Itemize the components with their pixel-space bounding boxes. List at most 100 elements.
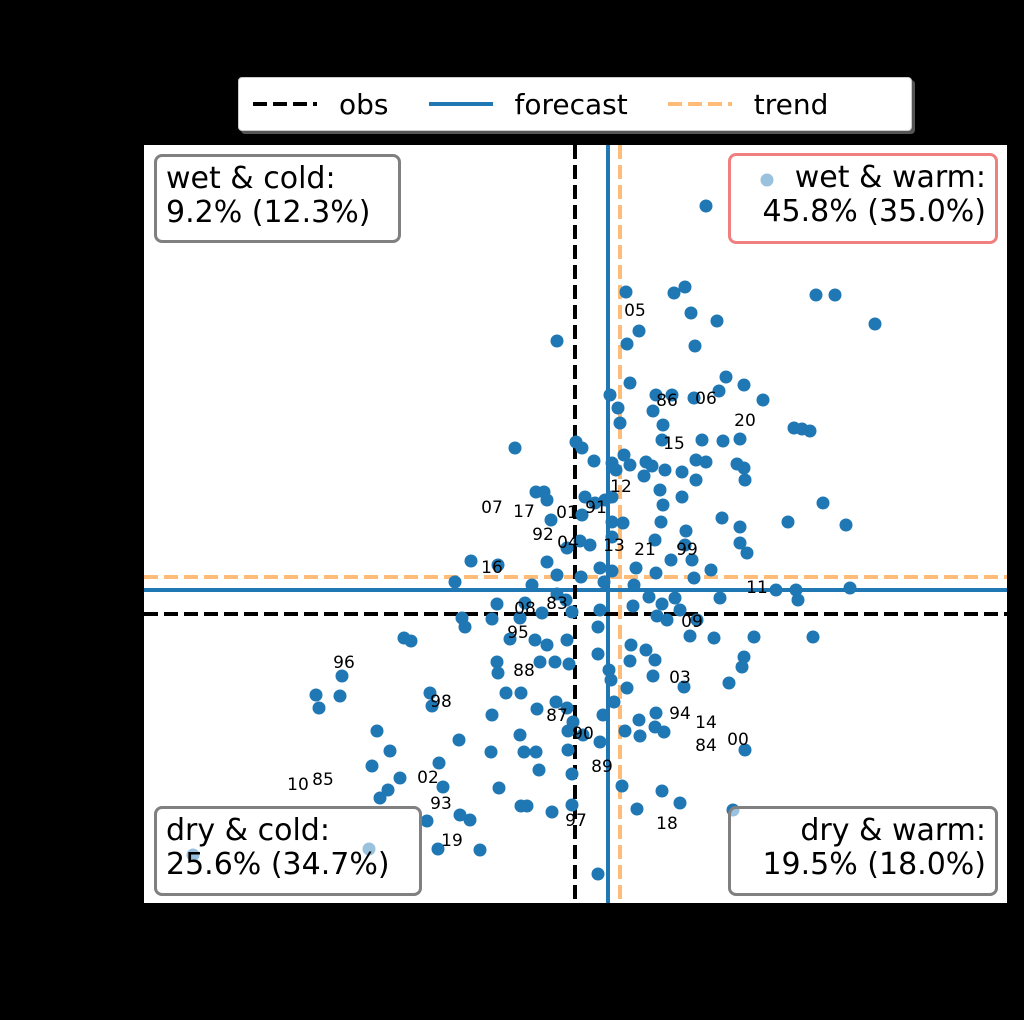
- data-point: [508, 441, 522, 455]
- data-point: [529, 745, 543, 759]
- data-point: [453, 808, 467, 822]
- data-point: [513, 611, 527, 625]
- quadrant-box-wet-warm: wet & warm: 45.8% (35.0%): [728, 153, 998, 244]
- data-point: [565, 767, 579, 781]
- data-point: [562, 657, 576, 671]
- data-point: [404, 634, 418, 648]
- year-label: 06: [695, 389, 717, 409]
- data-point: [699, 455, 713, 469]
- year-label: 21: [634, 540, 656, 560]
- data-point: [828, 288, 842, 302]
- data-point: [312, 701, 326, 715]
- data-point: [667, 286, 681, 300]
- data-point: [431, 842, 445, 856]
- year-label: 01: [556, 503, 578, 523]
- data-point: [806, 630, 820, 644]
- data-point: [809, 288, 823, 302]
- data-point: [560, 633, 574, 647]
- data-point: [593, 603, 607, 617]
- quadrant-value: 19.5% (18.0%): [762, 847, 986, 882]
- year-label: 07: [481, 498, 503, 518]
- data-point: [704, 563, 718, 577]
- data-point: [484, 745, 498, 759]
- data-point: [561, 724, 575, 738]
- data-point: [545, 805, 559, 819]
- data-point: [588, 496, 602, 510]
- data-point: [664, 553, 678, 567]
- year-label: 09: [681, 612, 703, 632]
- year-label: 84: [695, 736, 717, 756]
- data-point: [673, 796, 687, 810]
- data-point: [738, 473, 752, 487]
- data-point: [722, 676, 736, 690]
- data-point: [544, 513, 558, 527]
- data-point: [587, 454, 601, 468]
- year-label: 15: [663, 434, 685, 454]
- data-point: [436, 780, 450, 794]
- data-point: [604, 673, 618, 687]
- data-point: [574, 570, 588, 584]
- legend-item-obs: obs: [253, 88, 389, 121]
- data-point: [575, 508, 589, 522]
- data-point: [623, 458, 637, 472]
- legend-swatch-forecast: [428, 102, 493, 106]
- quadrant-value: 45.8% (35.0%): [762, 194, 986, 229]
- quadrant-value: 25.6% (34.7%): [166, 847, 390, 882]
- data-point: [619, 285, 633, 299]
- data-point: [485, 708, 499, 722]
- data-point: [605, 490, 619, 504]
- data-point: [737, 378, 751, 392]
- data-point: [675, 490, 689, 504]
- data-point: [514, 686, 528, 700]
- legend-label: forecast: [514, 87, 628, 121]
- data-point: [654, 515, 668, 529]
- data-point: [503, 632, 517, 646]
- data-point: [393, 771, 407, 785]
- data-point: [559, 593, 573, 607]
- year-label: 00: [727, 730, 749, 750]
- data-point: [642, 590, 656, 604]
- data-point: [646, 404, 660, 418]
- data-point: [561, 743, 575, 757]
- year-label: 92: [532, 525, 554, 545]
- year-label: 10: [287, 775, 309, 795]
- data-point: [656, 498, 670, 512]
- year-label: 17: [513, 502, 535, 522]
- data-point: [583, 538, 597, 552]
- data-point: [616, 516, 630, 530]
- data-point: [645, 459, 659, 473]
- data-point: [649, 706, 663, 720]
- legend-item-forecast: forecast: [428, 87, 628, 121]
- data-point: [632, 324, 646, 338]
- data-point: [620, 337, 634, 351]
- data-point: [533, 655, 547, 669]
- data-point: [646, 669, 660, 683]
- data-point: [685, 553, 699, 567]
- data-point: [485, 612, 499, 626]
- data-point: [597, 575, 611, 589]
- quadrant-title: dry & warm:: [800, 813, 986, 848]
- data-point: [687, 391, 701, 405]
- data-point: [649, 388, 663, 402]
- data-point: [420, 814, 434, 828]
- data-point: [593, 561, 607, 575]
- data-point: [540, 638, 554, 652]
- quadrant-title: wet & warm:: [794, 160, 986, 195]
- data-point: [747, 630, 761, 644]
- data-point: [684, 306, 698, 320]
- data-point: [611, 401, 625, 415]
- year-label: 14: [695, 713, 717, 733]
- legend: obs forecast trend: [238, 77, 912, 131]
- data-point: [658, 463, 672, 477]
- data-point: [618, 724, 632, 738]
- data-point: [532, 763, 546, 777]
- data-point: [650, 609, 664, 623]
- data-point: [656, 418, 670, 432]
- data-point: [499, 686, 513, 700]
- data-point: [518, 596, 532, 610]
- legend-swatch-obs: [253, 102, 317, 106]
- data-point: [473, 843, 487, 857]
- data-point: [602, 663, 616, 677]
- data-point: [591, 647, 605, 661]
